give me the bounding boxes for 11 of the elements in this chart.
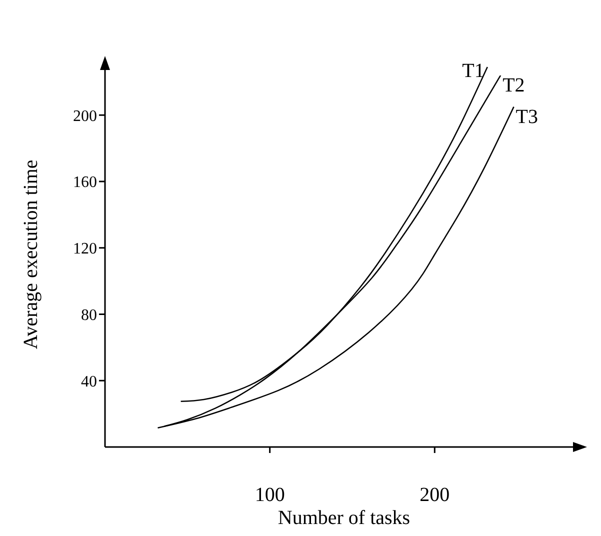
y-tick-label: 80	[81, 306, 97, 324]
y-axis-title: Average execution time	[20, 160, 42, 350]
y-tick-label: 160	[73, 174, 97, 192]
x-tick-label: 100	[254, 484, 285, 506]
y-tick-label: 40	[81, 373, 97, 390]
series-label: T2	[502, 74, 525, 96]
x-axis-title: Number of tasks	[278, 507, 410, 529]
y-tick-label: 200	[73, 108, 97, 125]
series-label: T3	[516, 106, 538, 128]
y-tick-label: 120	[73, 240, 97, 258]
series-label: T1	[462, 60, 484, 82]
